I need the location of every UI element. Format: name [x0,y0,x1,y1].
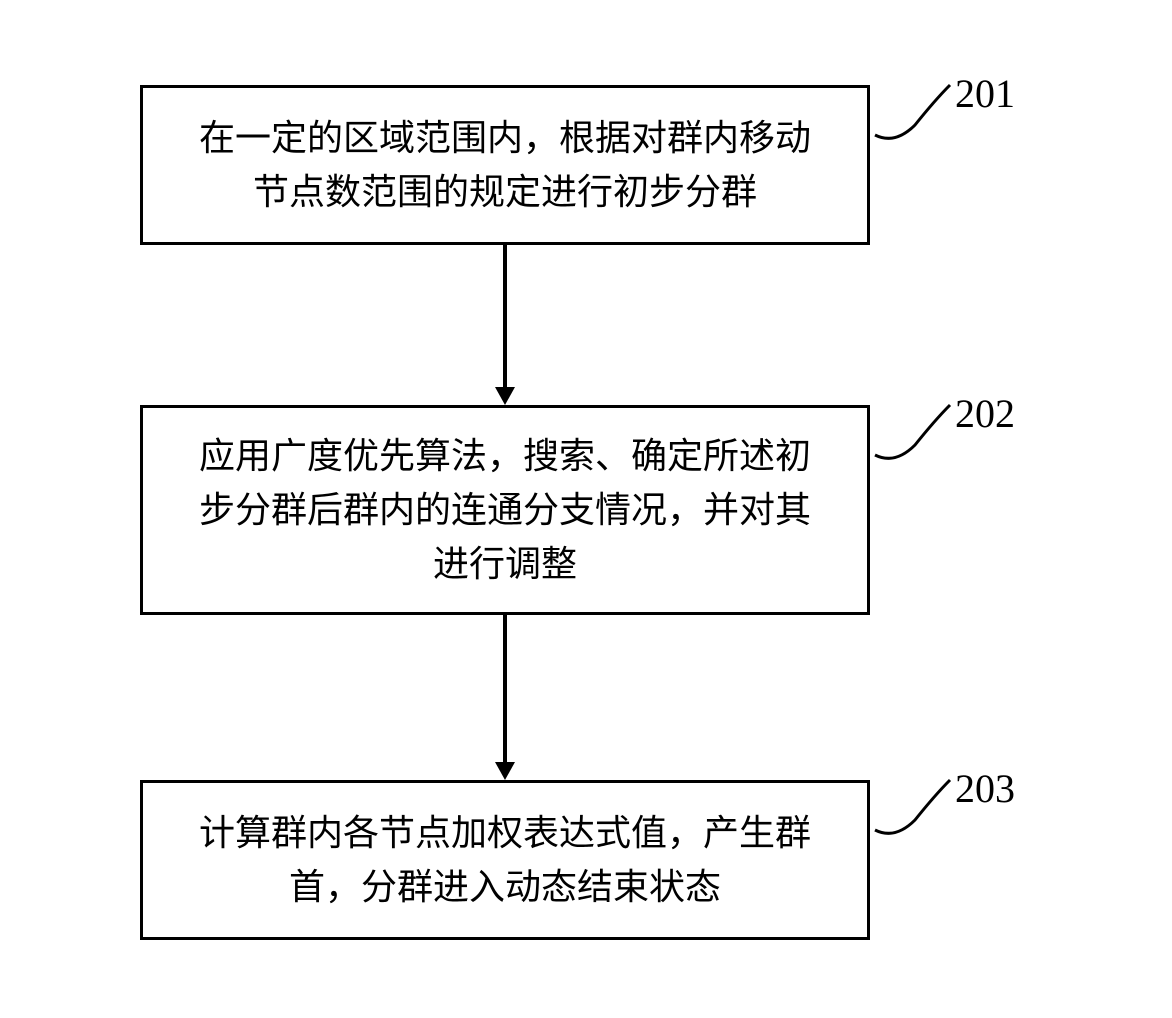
node-1-text: 在一定的区域范围内，根据对群内移动节点数范围的规定进行初步分群 [199,111,811,219]
node-3-label: 203 [955,765,1015,812]
flowchart-node-3: 计算群内各节点加权表达式值，产生群首，分群进入动态结束状态 [140,780,870,940]
flowchart-container: 在一定的区域范围内，根据对群内移动节点数范围的规定进行初步分群 201 应用广度… [0,0,1172,1018]
flowchart-node-1: 在一定的区域范围内，根据对群内移动节点数范围的规定进行初步分群 [140,85,870,245]
node-2-text: 应用广度优先算法，搜索、确定所述初步分群后群内的连通分支情况，并对其进行调整 [199,429,811,591]
edge-1-2-arrow [495,387,515,405]
node-3-text: 计算群内各节点加权表达式值，产生群首，分群进入动态结束状态 [199,806,811,914]
edge-1-2 [503,245,507,387]
edge-2-3 [503,615,507,762]
node-2-label: 202 [955,390,1015,437]
flowchart-node-2: 应用广度优先算法，搜索、确定所述初步分群后群内的连通分支情况，并对其进行调整 [140,405,870,615]
callout-1 [870,70,960,150]
edge-2-3-arrow [495,762,515,780]
callout-2 [870,390,960,470]
node-1-label: 201 [955,70,1015,117]
callout-3 [870,765,960,845]
